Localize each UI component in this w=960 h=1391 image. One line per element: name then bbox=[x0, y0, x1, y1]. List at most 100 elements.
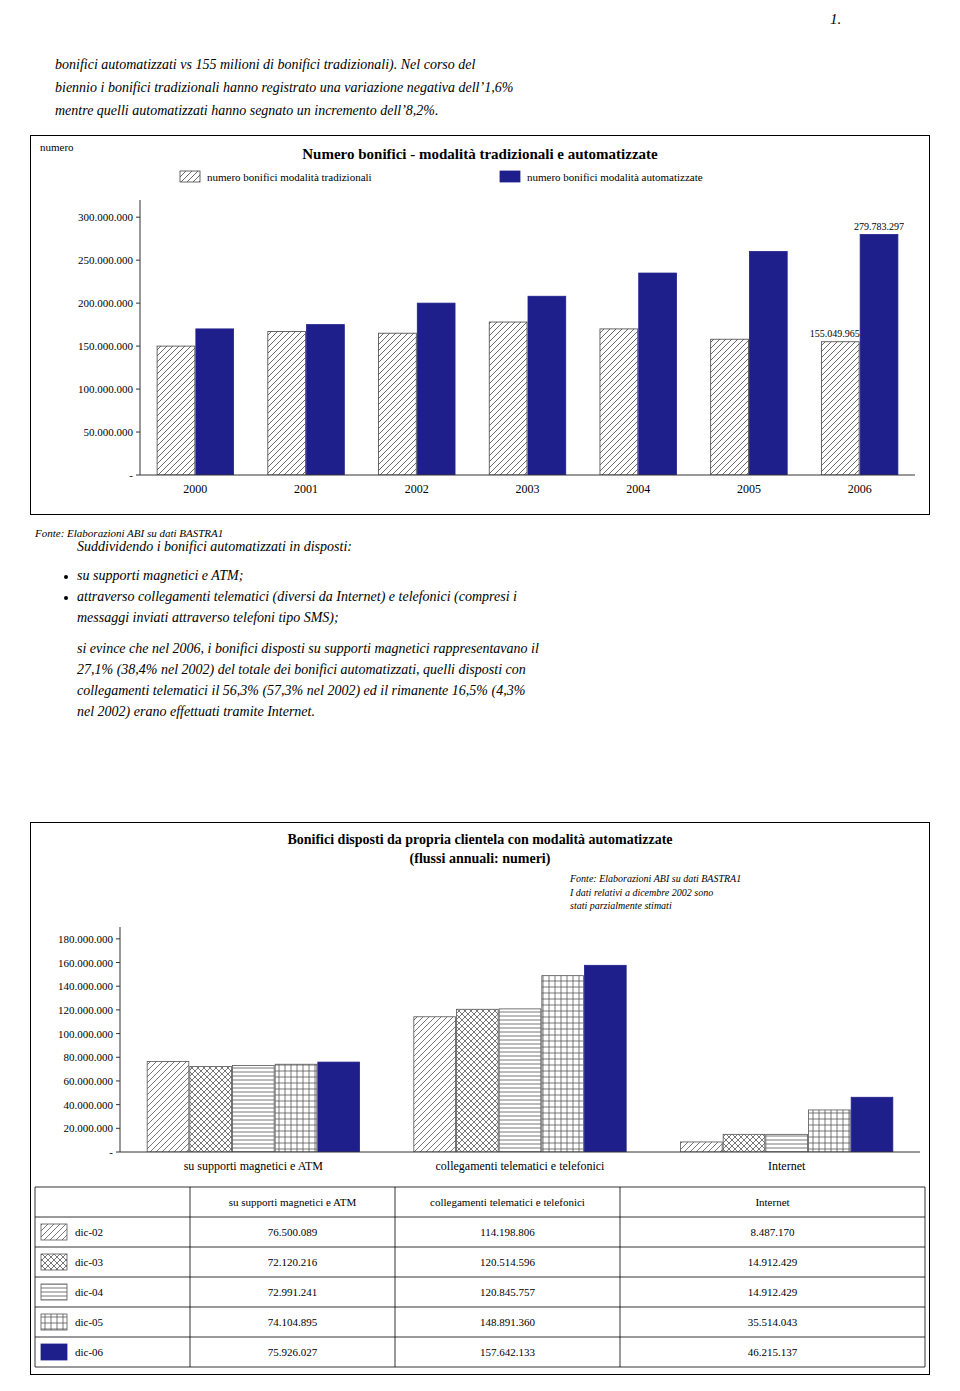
y-axis-label: numero bbox=[40, 141, 74, 153]
intro-line: biennio i bonifici tradizionali hanno re… bbox=[55, 79, 513, 97]
y-tick bbox=[136, 475, 140, 476]
chart-frame bbox=[31, 136, 930, 515]
chart-source: Fonte: Elaborazioni ABI su dati BASTRA1 bbox=[569, 873, 741, 884]
y-tick-label: 60.000.000 bbox=[64, 1075, 114, 1087]
y-tick-label: 250.000.000 bbox=[78, 254, 134, 266]
y-tick bbox=[136, 260, 140, 261]
table-cell: 114.198.806 bbox=[480, 1226, 535, 1238]
table-rule bbox=[35, 1367, 925, 1368]
legend-swatch bbox=[180, 171, 200, 182]
y-tick bbox=[116, 1080, 120, 1081]
bar bbox=[489, 322, 527, 475]
y-tick bbox=[136, 346, 140, 347]
y-axis-line bbox=[140, 200, 141, 475]
table-cell: 120.514.596 bbox=[480, 1256, 536, 1268]
bar bbox=[542, 976, 584, 1152]
bar bbox=[157, 346, 195, 475]
table-rule bbox=[35, 1307, 925, 1308]
x-tick-label: 2001 bbox=[294, 482, 318, 496]
table-cell: 72.120.216 bbox=[268, 1256, 318, 1268]
y-tick bbox=[116, 1152, 120, 1153]
y-tick-label: 120.000.000 bbox=[58, 1004, 114, 1016]
y-tick-label: 160.000.000 bbox=[58, 957, 114, 969]
bar bbox=[414, 1017, 456, 1152]
bar bbox=[821, 342, 859, 475]
legend-label: dic-03 bbox=[75, 1256, 104, 1268]
y-tick-label: 50.000.000 bbox=[84, 426, 134, 438]
intro-line: mentre quelli automatizzati hanno segnat… bbox=[55, 102, 439, 120]
table-cell: 8.487.170 bbox=[751, 1226, 796, 1238]
x-tick-label: 2003 bbox=[516, 482, 540, 496]
y-tick bbox=[116, 938, 120, 939]
x-tick-label: 2004 bbox=[626, 482, 650, 496]
bar bbox=[851, 1097, 893, 1152]
y-tick bbox=[116, 1057, 120, 1058]
bar bbox=[196, 329, 234, 475]
legend-swatch bbox=[41, 1254, 67, 1270]
x-tick-label: su supporti magnetici e ATM bbox=[184, 1159, 324, 1173]
bullet-line: messaggi inviati attraverso telefoni tip… bbox=[77, 609, 339, 627]
table-cell: 46.215.137 bbox=[748, 1346, 798, 1358]
bar bbox=[766, 1134, 808, 1152]
bars bbox=[157, 235, 898, 475]
legend-label: dic-04 bbox=[75, 1286, 104, 1298]
data-label: 155.049.965 bbox=[810, 328, 860, 339]
table-header: su supporti magnetici e ATM bbox=[229, 1196, 357, 1208]
table-rule bbox=[35, 1187, 925, 1188]
bar bbox=[585, 965, 627, 1152]
legend-swatch bbox=[41, 1284, 67, 1300]
x-tick-label: 2006 bbox=[848, 482, 872, 496]
table-cell: 157.642.133 bbox=[480, 1346, 536, 1358]
y-tick bbox=[116, 1104, 120, 1105]
bar bbox=[860, 235, 898, 475]
bar bbox=[600, 329, 638, 475]
table-cell: 75.926.027 bbox=[268, 1346, 318, 1358]
y-tick bbox=[116, 1009, 120, 1010]
chart-note: stati parzialmente stimati bbox=[570, 900, 672, 911]
y-tick bbox=[136, 303, 140, 304]
x-axis-line bbox=[140, 475, 915, 476]
bar bbox=[528, 296, 566, 475]
bar bbox=[147, 1061, 189, 1152]
bar bbox=[499, 1009, 541, 1152]
y-tick-label: 200.000.000 bbox=[78, 297, 134, 309]
bar bbox=[417, 303, 455, 475]
table-header: Internet bbox=[755, 1196, 789, 1208]
x-tick-label: 2000 bbox=[183, 482, 207, 496]
chart-frame bbox=[31, 823, 930, 1375]
y-tick-label: - bbox=[109, 1146, 113, 1158]
y-tick-label: 140.000.000 bbox=[58, 980, 114, 992]
y-tick-label: 20.000.000 bbox=[64, 1122, 114, 1134]
paragraph-line: nel 2002) erano effettuati tramite Inter… bbox=[77, 703, 315, 721]
bar bbox=[318, 1062, 360, 1152]
y-tick-label: 80.000.000 bbox=[64, 1051, 114, 1063]
paragraph-line: si evince che nel 2006, i bonifici dispo… bbox=[77, 640, 539, 658]
chart-subtitle: (flussi annuali: numeri) bbox=[410, 851, 551, 867]
bullet-line: su supporti magnetici e ATM; bbox=[77, 567, 243, 585]
table-rule bbox=[35, 1277, 925, 1278]
chart-source: Fonte: Elaborazioni ABI su dati BASTRA1 bbox=[35, 524, 223, 542]
y-tick-label: 100.000.000 bbox=[78, 383, 134, 395]
bar bbox=[457, 1009, 499, 1152]
bar bbox=[379, 333, 417, 475]
legend-label: dic-05 bbox=[75, 1316, 104, 1328]
legend-swatch bbox=[41, 1224, 67, 1240]
table-rule bbox=[35, 1337, 925, 1338]
bar bbox=[749, 252, 787, 475]
data-label: 279.783.297 bbox=[854, 221, 904, 232]
y-tick bbox=[116, 962, 120, 963]
chart-title: Numero bonifici - modalità tradizionali … bbox=[302, 146, 658, 162]
table-cell: 120.845.757 bbox=[480, 1286, 536, 1298]
paragraph-line: 27,1% (38,4% nel 2002) del totale dei bo… bbox=[77, 661, 526, 679]
x-tick-label: Internet bbox=[768, 1159, 806, 1173]
bar bbox=[639, 273, 677, 475]
y-tick-label: 150.000.000 bbox=[78, 340, 134, 352]
y-tick bbox=[136, 217, 140, 218]
bar bbox=[268, 331, 306, 475]
y-tick-label: 100.000.000 bbox=[58, 1028, 114, 1040]
legend-label: dic-06 bbox=[75, 1346, 104, 1358]
table-cell: 76.500.089 bbox=[268, 1226, 318, 1238]
legend-swatch bbox=[41, 1314, 67, 1330]
legend-swatch bbox=[500, 171, 520, 182]
bar bbox=[275, 1064, 317, 1152]
